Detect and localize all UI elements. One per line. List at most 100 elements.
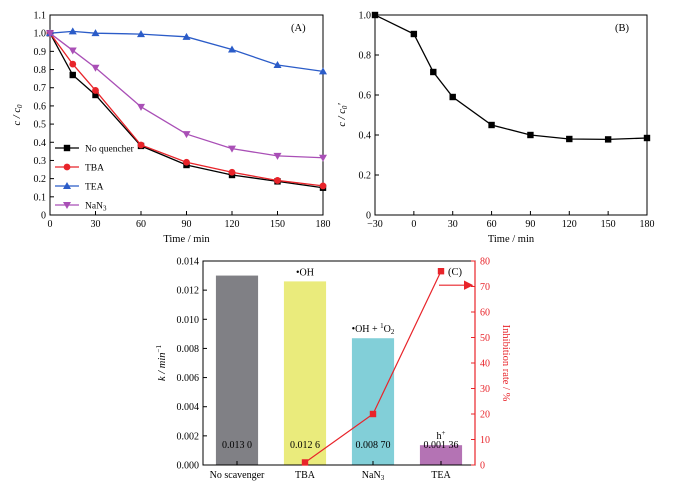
series-line bbox=[49, 32, 324, 159]
panel-c-y-axis-label-main: k / min bbox=[157, 352, 168, 381]
data-point bbox=[319, 154, 327, 162]
data-point bbox=[68, 47, 77, 55]
series-line bbox=[49, 32, 324, 187]
data-point bbox=[410, 30, 418, 38]
x-category-label: TEA bbox=[431, 470, 451, 481]
y-tick-label: 0.014 bbox=[177, 257, 200, 268]
y-tick-label: 0.010 bbox=[177, 315, 200, 326]
data-point bbox=[319, 182, 327, 190]
data-point bbox=[449, 93, 456, 101]
y-tick-label: 0.8 bbox=[34, 65, 47, 76]
legend-marker bbox=[63, 182, 71, 189]
bar-value-label: 0.008 70 bbox=[356, 440, 391, 451]
bar-annotation-text2: O bbox=[384, 324, 391, 335]
right-y-tick-label: 10 bbox=[480, 435, 490, 446]
panel-b-x-axis-label: Time / min bbox=[488, 234, 535, 245]
legend-label: No quencher bbox=[85, 145, 135, 155]
data-point bbox=[137, 103, 145, 111]
x-tick-label: 150 bbox=[601, 219, 616, 230]
legend-marker bbox=[63, 163, 71, 171]
x-category-label: No scavenger bbox=[210, 470, 265, 481]
y-tick-label: 0.1 bbox=[34, 192, 47, 203]
inhibition-point bbox=[369, 410, 377, 418]
legend-label: NaN3 bbox=[85, 202, 107, 213]
bar bbox=[283, 281, 327, 465]
right-y-tick-label: 70 bbox=[480, 282, 490, 293]
bar-annotation-text: •OH + bbox=[352, 324, 381, 335]
data-point bbox=[46, 30, 54, 38]
data-point bbox=[228, 145, 236, 153]
data-point bbox=[228, 45, 236, 53]
right-y-tick-label: 30 bbox=[480, 384, 490, 395]
panel-c-y-axis-label-sup: −1 bbox=[155, 344, 163, 352]
panel-b-y-axis-label-prime: ' bbox=[337, 103, 348, 106]
legend-label-text: No quencher bbox=[85, 145, 135, 155]
x-tick-label: 30 bbox=[448, 219, 458, 230]
bar-value-label: 0.001 36 bbox=[424, 440, 459, 451]
data-point bbox=[68, 27, 77, 35]
x-tick-label: 180 bbox=[640, 219, 655, 230]
x-tick-label: 60 bbox=[487, 219, 497, 230]
y-tick-label: 0.4 bbox=[359, 131, 372, 142]
x-category-label: TBA bbox=[295, 470, 316, 481]
panel-a-label: (A) bbox=[291, 23, 306, 34]
y-tick-label: 0.6 bbox=[34, 101, 47, 112]
data-point bbox=[319, 67, 327, 75]
y-tick-label: 0 bbox=[41, 211, 46, 222]
data-point bbox=[92, 91, 99, 99]
right-y-tick-label: 50 bbox=[480, 333, 490, 344]
panel-b-y-axis-label-main: c / c bbox=[337, 109, 348, 127]
data-point bbox=[182, 32, 191, 40]
series-line bbox=[49, 30, 324, 73]
legend-label-text: TEA bbox=[85, 183, 104, 193]
bar-value-label: 0.012 6 bbox=[290, 440, 320, 451]
x-tick-label: 150 bbox=[270, 219, 285, 230]
x-tick-label: 120 bbox=[562, 219, 577, 230]
x-category-label: NaN3 bbox=[362, 470, 385, 482]
y-tick-label: 0.3 bbox=[34, 156, 47, 167]
bar bbox=[351, 338, 395, 465]
y-tick-label: 0.9 bbox=[34, 47, 47, 58]
y-tick-label: 0.002 bbox=[177, 431, 200, 442]
bar-value-label: 0.013 0 bbox=[222, 440, 252, 451]
legend-marker bbox=[63, 202, 71, 209]
right-y-tick-label: 0 bbox=[480, 461, 485, 472]
y-tick-label: 1.1 bbox=[34, 11, 47, 22]
bar-annotation-text: h bbox=[437, 431, 442, 442]
data-point bbox=[566, 135, 573, 143]
x-category-label-text: No scavenger bbox=[210, 470, 265, 481]
x-category-label-text: TEA bbox=[431, 470, 451, 481]
panel-b-y-axis-label: c / c0' bbox=[337, 103, 349, 127]
right-y-tick-label: 40 bbox=[480, 359, 490, 370]
panel-b-frame bbox=[374, 14, 648, 216]
bar-annotation: •OH + 1O2 bbox=[352, 322, 395, 336]
data-point bbox=[69, 71, 76, 79]
y-tick-label: 0 bbox=[366, 211, 371, 222]
data-point bbox=[273, 61, 282, 68]
data-point bbox=[371, 11, 379, 19]
data-point bbox=[91, 64, 100, 72]
right-y-tick-label: 80 bbox=[480, 257, 490, 268]
bar-annotation: h+ bbox=[437, 429, 446, 442]
y-tick-label: 0.004 bbox=[177, 402, 200, 413]
x-category-label-sub: 3 bbox=[381, 474, 385, 482]
bar-annotation-sup: 1 bbox=[380, 322, 384, 330]
y-tick-label: 0.008 bbox=[177, 344, 200, 355]
y-tick-label: 1.0 bbox=[359, 11, 372, 22]
x-category-label-text: NaN bbox=[362, 470, 381, 481]
x-tick-label: 180 bbox=[316, 219, 331, 230]
chart-panel-a: 0 30 60 90 120 150 18000.10.20.30.40.50.60.70.… bbox=[12, 11, 331, 246]
y-tick-label: 0.2 bbox=[359, 171, 372, 182]
inhibition-point bbox=[301, 459, 309, 466]
panel-b-label: (B) bbox=[615, 23, 630, 34]
x-tick-label: −30 bbox=[367, 219, 383, 230]
legend-marker bbox=[63, 144, 71, 152]
chart-panel-c: 0.013 0 0.012 6 0.008 70 0.001 36 0.000 0.00… bbox=[155, 257, 511, 483]
y-tick-label: 0.012 bbox=[177, 286, 200, 297]
y-tick-label: 0.4 bbox=[34, 138, 47, 149]
bar bbox=[215, 275, 259, 465]
x-tick-label: 30 bbox=[91, 219, 101, 230]
x-tick-label: 0 bbox=[411, 219, 416, 230]
data-point bbox=[137, 30, 145, 38]
x-category-label-text: TBA bbox=[295, 470, 316, 481]
